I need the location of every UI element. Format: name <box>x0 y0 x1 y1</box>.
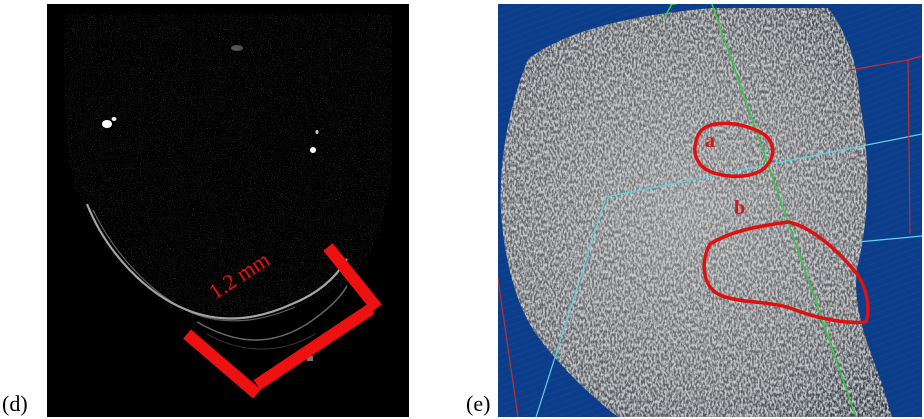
tissue-volume <box>500 8 892 417</box>
panel-label-e: (e) <box>466 391 491 416</box>
bright-spot <box>310 147 316 153</box>
region-a-outline <box>693 121 775 178</box>
region-b-label: b <box>734 197 745 219</box>
tissue-speckle <box>64 14 392 322</box>
3d-volume-render-image: a b <box>498 4 922 417</box>
panel-label-d: (d) <box>2 391 28 416</box>
bright-spot <box>102 120 112 128</box>
tissue-boundary <box>85 203 348 320</box>
region-b-outline <box>702 220 870 325</box>
oct-cross-section-image: 1.2 mm <box>47 4 409 417</box>
measurement-bracket <box>183 243 382 399</box>
region-a-label: a <box>705 130 715 152</box>
inner-layer <box>196 285 348 341</box>
render-axes <box>498 4 922 417</box>
